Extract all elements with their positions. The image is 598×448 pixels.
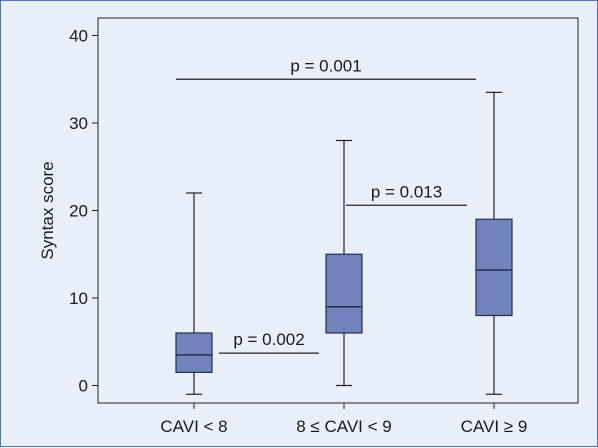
comparison-label: p = 0.013	[371, 182, 442, 201]
plot-frame	[97, 17, 579, 404]
y-tick-label: 0	[79, 377, 88, 396]
y-tick-label: 20	[69, 202, 88, 221]
x-tick-label: 8 ≤ CAVI < 9	[296, 417, 391, 436]
comparison-label: p = 0.001	[290, 56, 361, 75]
y-tick-label: 30	[69, 114, 88, 133]
x-tick-label: CAVI ≥ 9	[461, 417, 528, 436]
x-tick-label: CAVI < 8	[160, 417, 227, 436]
box-1	[325, 139, 363, 387]
box-2	[475, 91, 513, 395]
box-iqr	[175, 332, 213, 373]
box-iqr	[475, 218, 513, 317]
box-0	[175, 192, 213, 395]
y-tick-label: 10	[69, 289, 88, 308]
y-tick-label: 40	[69, 27, 88, 46]
comparison-label: p = 0.002	[233, 330, 304, 349]
y-axis-label: Syntax score	[38, 161, 57, 259]
box-iqr	[325, 253, 363, 334]
